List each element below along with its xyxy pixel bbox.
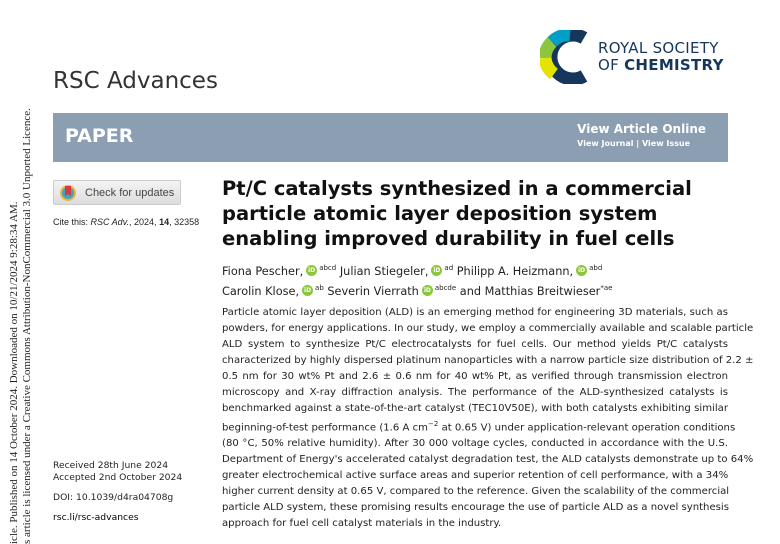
affiliation: abcd [319, 264, 337, 272]
journal-url-link[interactable]: rsc.li/rsc-advances [53, 512, 139, 523]
cite-page: , 32358 [169, 217, 200, 227]
license-notice: icle. Published on 14 October 2024. Down… [0, 0, 36, 544]
abstract-line: (80 °C, 50% relative humidity). After 30… [222, 437, 728, 449]
cite-label: Cite this: [53, 217, 91, 227]
view-journal-link[interactable]: View Journal [577, 139, 634, 148]
doi[interactable]: DOI: 10.1039/d4ra04708g [53, 492, 174, 503]
license-text: s article is licensed under a Creative C… [21, 108, 33, 544]
published-notice: icle. Published on 14 October 2024. Down… [8, 201, 20, 544]
abstract-line: microscopy and X-ray diffraction analysi… [222, 386, 728, 398]
separator: | [633, 139, 642, 148]
abstract-line: characterized by highly dispersed platin… [222, 354, 754, 366]
cite-year: , 2024, [129, 217, 160, 227]
abstract-text: at 0.65 V) under application-relevant op… [438, 421, 736, 433]
affiliation: abcde [434, 283, 457, 292]
logo-line1: ROYAL SOCIETY [598, 39, 719, 57]
abstract-line: 0.5 nm for 30 wt% Pt and 2.6 ± 0.6 nm fo… [222, 370, 728, 382]
orcid-icon[interactable]: iD [431, 265, 443, 277]
abstract-line: Department of Energy's accelerated catal… [222, 453, 754, 465]
received-date: Received 28th June 2024 [53, 460, 169, 471]
author-name: Philipp A. Heizmann, [456, 264, 574, 278]
abstract-line: particle ALD system, these promising res… [222, 501, 729, 513]
logo-line2a: OF [598, 56, 625, 74]
abstract-line: approach for fuel cell catalyst material… [222, 517, 502, 529]
orcid-icon[interactable]: iD [576, 265, 588, 277]
check-for-updates-label: Check for updates [85, 186, 175, 199]
abstract-line: powders, for energy applications. In our… [222, 322, 754, 334]
abstract-text: beginning-of-test performance (1.6 A cm [222, 421, 429, 433]
rsc-logo-icon [540, 30, 588, 84]
affiliation: *ae [600, 283, 613, 292]
affiliation: ab [315, 283, 324, 292]
orcid-icon[interactable]: iD [306, 265, 318, 277]
accepted-date: Accepted 2nd October 2024 [53, 472, 183, 483]
article-type: PAPER [65, 125, 134, 147]
author-name: Carolin Klose, [222, 284, 300, 298]
abstract: Particle atomic layer deposition (ALD) i… [222, 305, 754, 531]
abstract-line: higher current density at 0.65 V, compar… [222, 485, 730, 497]
affiliation: ad [444, 264, 454, 272]
article-title: Pt/C catalysts synthesized in a commerci… [222, 177, 692, 250]
abstract-line: benchmarked against a state-of-the-art c… [222, 402, 728, 414]
affiliation: abd [589, 264, 603, 272]
journal-name: RSC Advances [53, 68, 218, 94]
orcid-icon[interactable]: iD [302, 285, 314, 297]
abstract-line: Particle atomic layer deposition (ALD) i… [222, 307, 728, 318]
article-meta: Received 28th June 2024 Accepted 2nd Oct… [53, 460, 182, 524]
abstract-line: greater electrochemical active surface a… [222, 469, 729, 481]
author-name: Fiona Pescher, [222, 264, 304, 278]
citation: Cite this: RSC Adv., 2024, 14, 32358 [53, 217, 199, 227]
author-name: and Matthias Breitwieser [459, 284, 601, 298]
cite-journal: RSC Adv. [90, 217, 130, 227]
author-list: Fiona Pescher, iD abcd Julian Stiegeler, iD… [222, 260, 612, 300]
view-article-online-link[interactable]: View Article Online [577, 122, 706, 136]
article-type-banner: PAPER View Article Online View Journal |… [53, 113, 728, 162]
abstract-line: ALD system to synthesize Pt/C electrocat… [222, 338, 728, 350]
author-name: Julian Stiegeler, [339, 264, 429, 278]
rsc-logo[interactable]: ROYAL SOCIETY OF CHEMISTRY [540, 30, 724, 84]
cite-volume: 14 [159, 217, 170, 227]
view-issue-link[interactable]: View Issue [642, 139, 691, 148]
logo-line2b: CHEMISTRY [624, 56, 724, 74]
abstract-line: beginning-of-test performance (1.6 A cm−… [222, 417, 735, 436]
orcid-icon[interactable]: iD [421, 285, 433, 297]
author-name: Severin Vierrath [327, 284, 419, 298]
superscript: −2 [428, 419, 439, 428]
crossmark-icon [60, 184, 76, 201]
check-for-updates-button[interactable]: Check for updates [53, 180, 181, 205]
